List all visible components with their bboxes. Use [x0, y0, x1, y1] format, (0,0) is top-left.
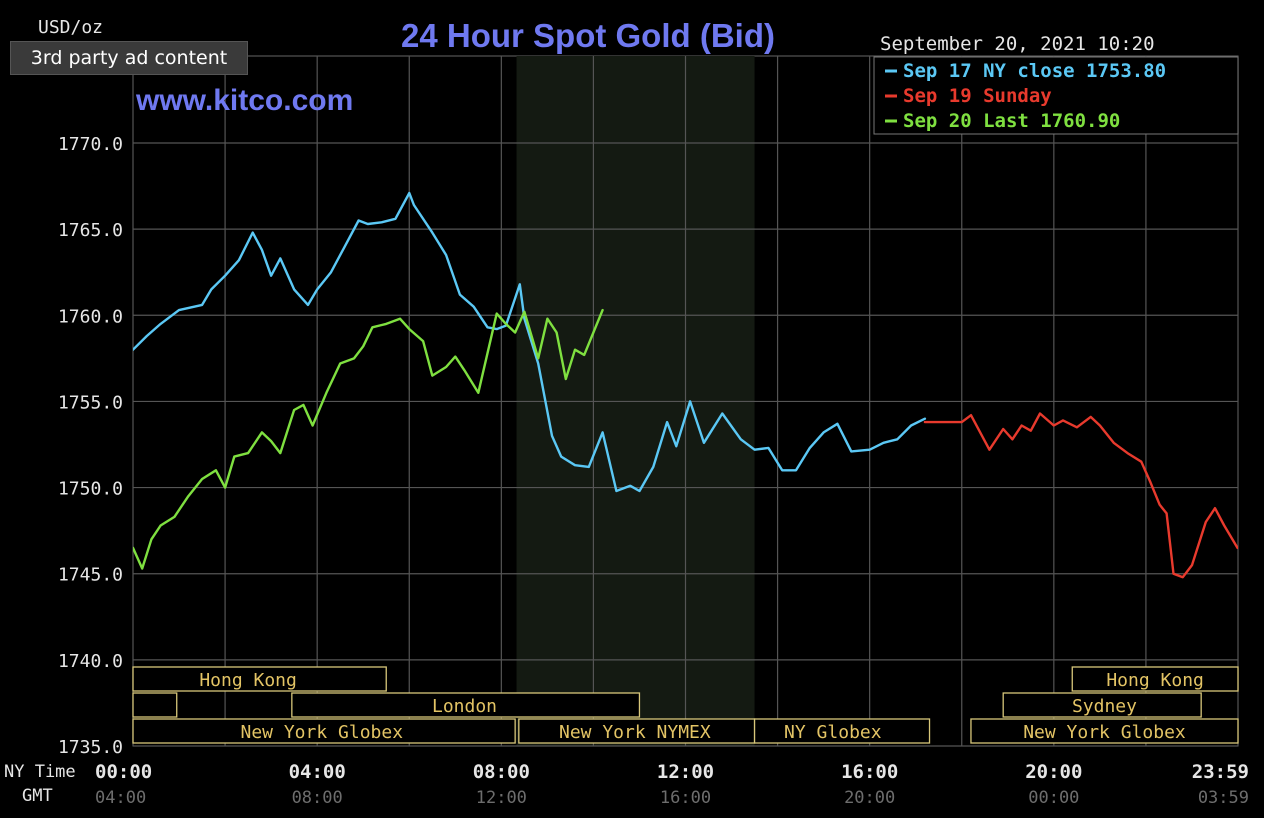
x-tick-label-ny: 08:00: [473, 761, 530, 783]
x-tick-label-gmt: 12:00: [476, 788, 527, 808]
legend-entry: Sep 17 NY close 1753.80: [903, 60, 1166, 82]
market-label: New York NYMEX: [559, 722, 711, 743]
legend: Sep 17 NY close 1753.80 Sep 19 Sunday Sep …: [873, 56, 1239, 135]
market-session: NY Globex: [753, 718, 931, 744]
market-label: New York Globex: [240, 722, 403, 743]
x-tick-label-ny: 16:00: [841, 761, 898, 783]
gmt-label: GMT: [22, 786, 53, 806]
market-session: New York Globex: [132, 718, 516, 744]
market-session: New York Globex: [970, 718, 1239, 744]
x-tick-label-ny: 23:59: [1192, 761, 1249, 783]
market-label: New York Globex: [1023, 722, 1186, 743]
market-session: New York NYMEX: [518, 718, 756, 744]
series-line-sep17: [133, 191, 927, 493]
source-url: www.kitco.com: [135, 84, 353, 117]
legend-entry: Sep 19 Sunday: [903, 85, 1052, 107]
market-label: Hong Kong: [199, 670, 297, 691]
x-tick-label-ny: 12:00: [657, 761, 714, 783]
series-line-sep20: [133, 308, 604, 570]
chart-title: 24 Hour Spot Gold (Bid): [401, 17, 775, 54]
timestamp: September 20, 2021 10:20: [880, 33, 1155, 55]
x-tick-label-gmt: 08:00: [292, 788, 343, 808]
series-line-sep19: [923, 412, 1238, 579]
unit-label: USD/oz: [38, 17, 103, 38]
market-label: Sydney: [1072, 696, 1137, 717]
market-session: Sydney: [1002, 692, 1202, 718]
market-session: [132, 692, 178, 718]
x-tick-label-ny: 00:00: [95, 761, 152, 783]
y-tick-label: 1745.0: [58, 565, 123, 586]
y-tick-label: 1765.0: [58, 220, 123, 241]
x-tick-label-gmt: 03:59: [1198, 788, 1249, 808]
legend-entry: Sep 20 Last 1760.90: [903, 110, 1120, 132]
market-session: London: [291, 692, 641, 718]
x-tick-label-ny: 20:00: [1025, 761, 1082, 783]
x-tick-label-ny: 04:00: [289, 761, 346, 783]
x-tick-label-gmt: 16:00: [660, 788, 711, 808]
ny-time-label: NY Time: [4, 762, 76, 782]
market-label: NY Globex: [784, 722, 882, 743]
market-label: London: [432, 696, 497, 717]
y-tick-label: 1735.0: [58, 737, 123, 758]
x-tick-label-gmt: 00:00: [1028, 788, 1079, 808]
ad-content-badge[interactable]: 3rd party ad content: [10, 41, 248, 75]
y-tick-label: 1760.0: [58, 306, 123, 327]
market-label: Hong Kong: [1106, 670, 1204, 691]
y-tick-label: 1755.0: [58, 392, 123, 413]
x-tick-label-gmt: 20:00: [844, 788, 895, 808]
x-tick-label-gmt: 04:00: [95, 788, 146, 808]
y-tick-label: 1770.0: [58, 134, 123, 155]
market-session: Hong Kong: [132, 666, 387, 692]
market-session: Hong Kong: [1071, 666, 1239, 692]
y-tick-label: 1750.0: [58, 479, 123, 500]
y-tick-label: 1740.0: [58, 651, 123, 672]
